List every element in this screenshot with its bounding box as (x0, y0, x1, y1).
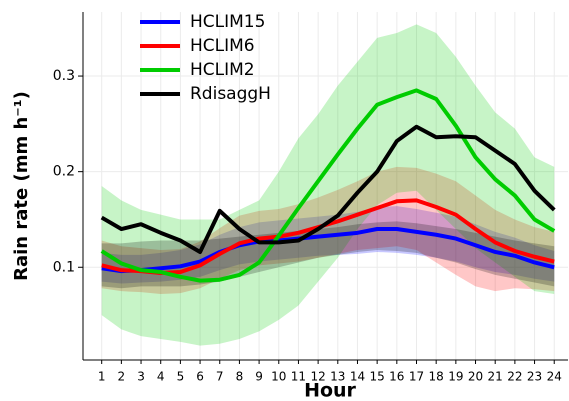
x-tick-label: 18 (429, 370, 444, 384)
legend-label: HCLIM2 (190, 60, 255, 80)
legend-label: HCLIM15 (190, 12, 265, 32)
x-tick-label: 20 (468, 370, 483, 384)
x-tick-label: 11 (291, 370, 306, 384)
y-axis-label: Rain rate (mm h⁻¹) (11, 91, 32, 281)
y-tick-label: 0.1 (53, 259, 75, 275)
line (101, 227, 555, 274)
band (101, 221, 555, 289)
x-tick-label: 17 (409, 370, 424, 384)
x-tick-label: 3 (137, 370, 145, 384)
x-tick-label: 9 (255, 370, 263, 384)
y-tick-label: 0.3 (53, 68, 75, 84)
x-tick-label: 24 (547, 370, 562, 384)
line (100, 88, 556, 283)
x-tick-label: 13 (330, 370, 345, 384)
x-tick-label: 10 (271, 370, 286, 384)
x-tick-label: 2 (118, 370, 126, 384)
line (100, 124, 556, 254)
x-tick-label: 8 (236, 370, 244, 384)
legend-label: HCLIM6 (190, 36, 255, 56)
x-tick-label: 1 (98, 370, 106, 384)
x-tick-label: 7 (216, 370, 224, 384)
x-axis-label: Hour (304, 380, 356, 401)
x-tick-label: 15 (370, 370, 385, 384)
x-tick-label: 23 (527, 370, 542, 384)
x-tick-label: 22 (507, 370, 522, 384)
x-tick-label: 5 (177, 370, 185, 384)
band (101, 166, 555, 295)
legend-label: RdisaggH (190, 84, 271, 104)
x-tick-label: 12 (310, 370, 325, 384)
x-tick-label: 21 (488, 370, 503, 384)
y-tick-label: 0.2 (53, 164, 75, 180)
band (101, 24, 555, 346)
x-tick-label: 19 (448, 370, 463, 384)
x-tick-label: 4 (157, 370, 165, 384)
x-tick-label: 16 (389, 370, 404, 384)
band (101, 206, 555, 284)
x-tick-label: 14 (350, 370, 365, 384)
x-tick-label: 6 (196, 370, 204, 384)
